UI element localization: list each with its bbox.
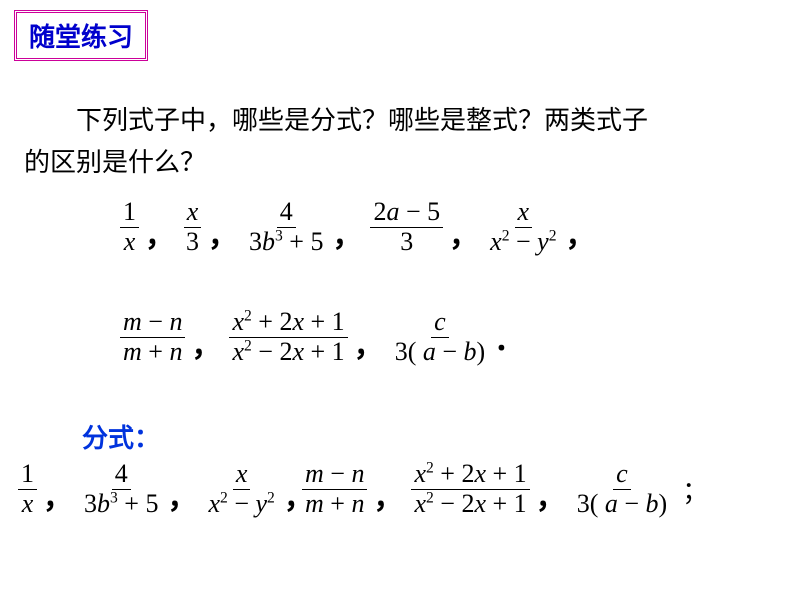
- numerator: x: [233, 460, 251, 490]
- denominator: 3: [183, 228, 202, 257]
- separator: ，: [43, 484, 73, 518]
- numerator: m − n: [120, 308, 185, 338]
- expression-row-1: 1x，x3，43b3 + 5，2a − 53，xx2 − y2，: [118, 198, 602, 256]
- separator: ，: [167, 484, 197, 518]
- numerator: c: [431, 308, 449, 338]
- answer-label: 分式：: [82, 418, 160, 455]
- expression-row-2: m − nm + n，x2 + 2x + 1x2 − 2x + 1，c3( a …: [118, 308, 528, 366]
- separator: ，: [536, 484, 566, 518]
- fraction: x2 + 2x + 1x2 − 2x + 1: [411, 460, 529, 518]
- fraction: 2a − 53: [370, 198, 443, 256]
- denominator: x2 − 2x + 1: [411, 490, 529, 519]
- fraction: m − nm + n: [120, 308, 185, 366]
- separator: ，: [354, 332, 384, 366]
- denominator: 3b3 + 5: [81, 490, 161, 519]
- denominator: 3( a − b): [574, 490, 671, 519]
- fraction: 43b3 + 5: [246, 198, 326, 256]
- fraction: 1x: [18, 460, 37, 518]
- fraction: 1x: [120, 198, 139, 256]
- numerator: x: [515, 198, 533, 228]
- denominator: 3( a − b): [392, 338, 489, 367]
- answer-row-b: m − nm + n，x2 + 2x + 1x2 − 2x + 1，c3( a …: [300, 460, 708, 518]
- denominator: x: [19, 490, 37, 519]
- fraction: xx2 − y2: [205, 460, 277, 518]
- title-text: 随堂练习: [29, 23, 133, 52]
- separator: ，: [208, 222, 238, 256]
- answer-row-a: 1x，43b3 + 5，xx2 − y2，: [16, 460, 320, 518]
- denominator: 3b3 + 5: [246, 228, 326, 257]
- separator: ，: [191, 332, 221, 366]
- fraction: x2 + 2x + 1x2 − 2x + 1: [229, 308, 347, 366]
- fraction: 43b3 + 5: [81, 460, 161, 518]
- numerator: 2a − 5: [370, 198, 443, 228]
- numerator: x2 + 2x + 1: [229, 308, 347, 338]
- question-line2: 的区别是什么？: [24, 148, 206, 177]
- numerator: 4: [112, 460, 131, 490]
- denominator: x2 − y2: [205, 490, 277, 519]
- denominator: x2 − y2: [487, 228, 559, 257]
- fraction: c3( a − b): [392, 308, 489, 366]
- trailing-semicolon: ；: [682, 471, 708, 508]
- denominator: x: [121, 228, 139, 257]
- numerator: 1: [120, 198, 139, 228]
- denominator: m + n: [302, 490, 367, 519]
- denominator: 3: [397, 228, 416, 257]
- fraction: m − nm + n: [302, 460, 367, 518]
- trailing-punct: ，: [566, 222, 596, 256]
- numerator: x2 + 2x + 1: [411, 460, 529, 490]
- question-text: 下列式子中，哪些是分式？哪些是整式？两类式子 的区别是什么？: [24, 100, 648, 183]
- denominator: m + n: [120, 338, 185, 367]
- numerator: 1: [18, 460, 37, 490]
- fraction: x3: [183, 198, 202, 256]
- separator: ，: [145, 222, 175, 256]
- fraction: c3( a − b): [574, 460, 671, 518]
- separator: ，: [449, 222, 479, 256]
- denominator: x2 − 2x + 1: [229, 338, 347, 367]
- question-line1: 下列式子中，哪些是分式？哪些是整式？两类式子: [24, 106, 648, 135]
- numerator: m − n: [302, 460, 367, 490]
- answer-label-text: 分式：: [82, 424, 160, 453]
- separator: ，: [373, 484, 403, 518]
- trailing-punct: ．: [494, 315, 524, 359]
- separator: ，: [332, 222, 362, 256]
- numerator: 4: [277, 198, 296, 228]
- fraction: xx2 − y2: [487, 198, 559, 256]
- numerator: x: [184, 198, 202, 228]
- title-box: 随堂练习: [14, 10, 148, 61]
- numerator: c: [613, 460, 631, 490]
